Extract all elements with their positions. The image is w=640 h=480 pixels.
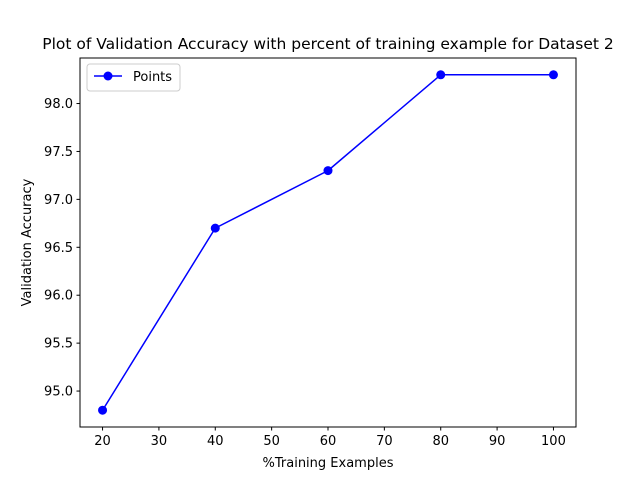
x-tick-label: 30	[151, 434, 168, 449]
x-tick-label: 20	[94, 434, 111, 449]
x-tick-label: 40	[207, 434, 224, 449]
y-tick-label: 96.5	[44, 241, 73, 256]
plot-area	[98, 70, 558, 415]
data-point	[436, 70, 446, 80]
legend: Points	[86, 63, 181, 92]
y-tick-label: 97.0	[44, 193, 73, 208]
data-point	[548, 70, 558, 80]
x-axis-ticks: 20 30 40 50 60 70 80 90 100	[94, 427, 566, 449]
y-tick-label: 97.5	[44, 145, 73, 160]
legend-label: Points	[133, 70, 172, 85]
data-point	[210, 223, 220, 233]
data-point	[323, 166, 333, 176]
chart-title: Plot of Validation Accuracy with percent…	[42, 35, 613, 53]
data-point	[98, 405, 108, 415]
x-tick-label: 70	[376, 434, 393, 449]
y-tick-label: 98.0	[44, 97, 73, 112]
x-axis-label: %Training Examples	[263, 456, 394, 471]
legend-box	[86, 63, 181, 92]
x-tick-label: 100	[541, 434, 566, 449]
y-tick-label: 95.5	[44, 337, 73, 352]
y-axis-label: Validation Accuracy	[20, 178, 35, 306]
x-tick-label: 60	[320, 434, 337, 449]
y-tick-label: 95.0	[44, 385, 73, 400]
x-tick-label: 80	[432, 434, 449, 449]
x-tick-label: 90	[489, 434, 506, 449]
y-tick-label: 96.0	[44, 289, 73, 304]
y-axis-ticks: 95.0 95.5 96.0 96.5 97.0 97.5 98.0	[44, 97, 80, 400]
x-tick-label: 50	[263, 434, 280, 449]
legend-marker	[103, 71, 113, 81]
